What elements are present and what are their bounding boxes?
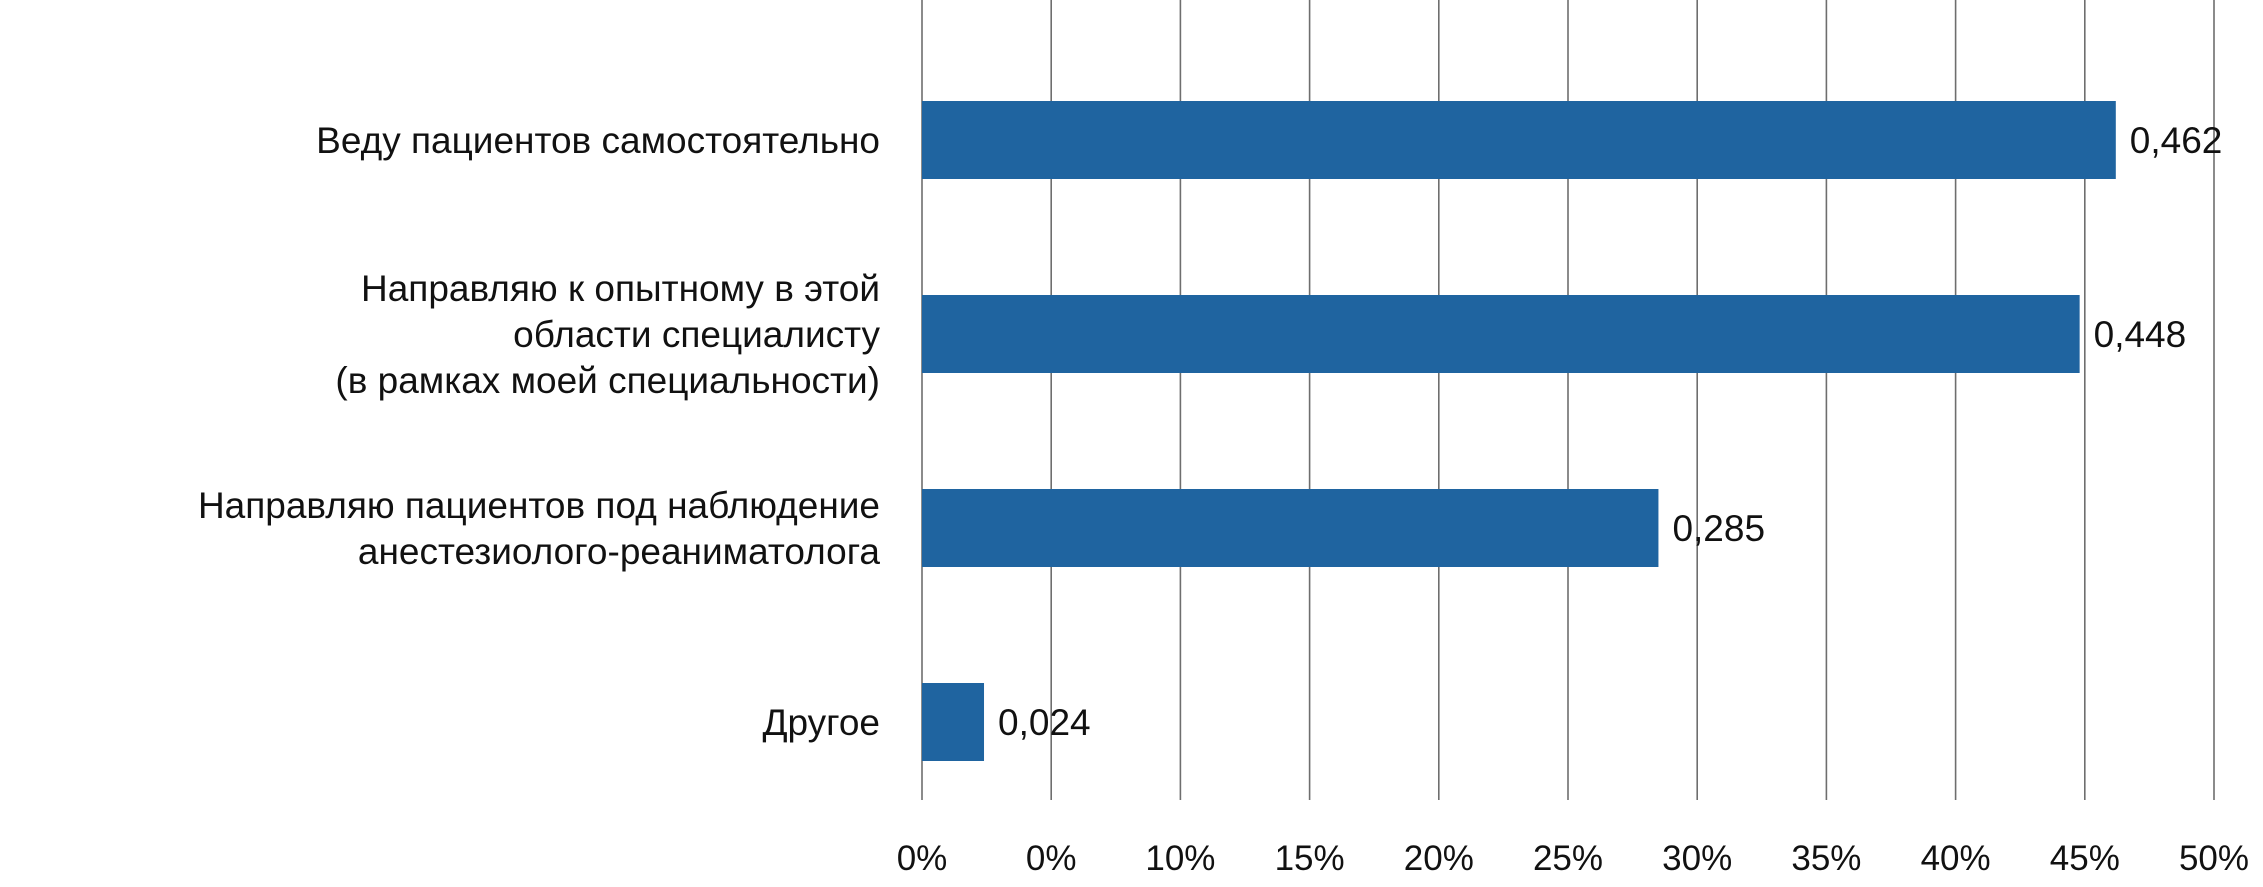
x-tick-label: 0% xyxy=(897,839,948,878)
bars xyxy=(922,101,2116,761)
x-tick-label: 45% xyxy=(2050,839,2120,878)
x-axis-tick-labels: 0% 0% 10% 15% 20% 25% 30% 35% 40% 45% 50% xyxy=(897,839,2249,878)
bar-value-label: 0,285 xyxy=(1672,508,1765,549)
bar xyxy=(922,489,1659,567)
category-label: Другое xyxy=(762,702,880,743)
x-tick-label: 15% xyxy=(1275,839,1345,878)
category-label: (в рамках моей специальности) xyxy=(335,360,880,401)
category-label: Направляю к опытному в этой xyxy=(361,268,880,309)
x-tick-label: 30% xyxy=(1662,839,1732,878)
category-labels: Веду пациентов самостоятельно Направляю к… xyxy=(198,120,881,743)
x-tick-label: 40% xyxy=(1921,839,1991,878)
x-tick-label: 0% xyxy=(1026,839,1077,878)
x-tick-label: 50% xyxy=(2179,839,2249,878)
x-tick-label: 10% xyxy=(1145,839,1215,878)
x-tick-label: 35% xyxy=(1791,839,1861,878)
bar-value-label: 0,024 xyxy=(998,702,1091,743)
category-label: анестезиолого-реаниматолога xyxy=(358,531,881,572)
x-tick-label: 25% xyxy=(1533,839,1603,878)
bar xyxy=(922,295,2080,373)
category-label: области специалисту xyxy=(513,314,880,355)
bar-value-label: 0,462 xyxy=(2130,120,2223,161)
bar xyxy=(922,683,985,761)
category-label: Направляю пациентов под наблюдение xyxy=(198,485,880,526)
category-label: Веду пациентов самостоятельно xyxy=(316,120,880,161)
value-labels: 0,462 0,448 0,285 0,024 xyxy=(998,120,2222,743)
x-tick-label: 20% xyxy=(1404,839,1474,878)
bar xyxy=(922,101,2116,179)
bar-value-label: 0,448 xyxy=(2094,314,2187,355)
